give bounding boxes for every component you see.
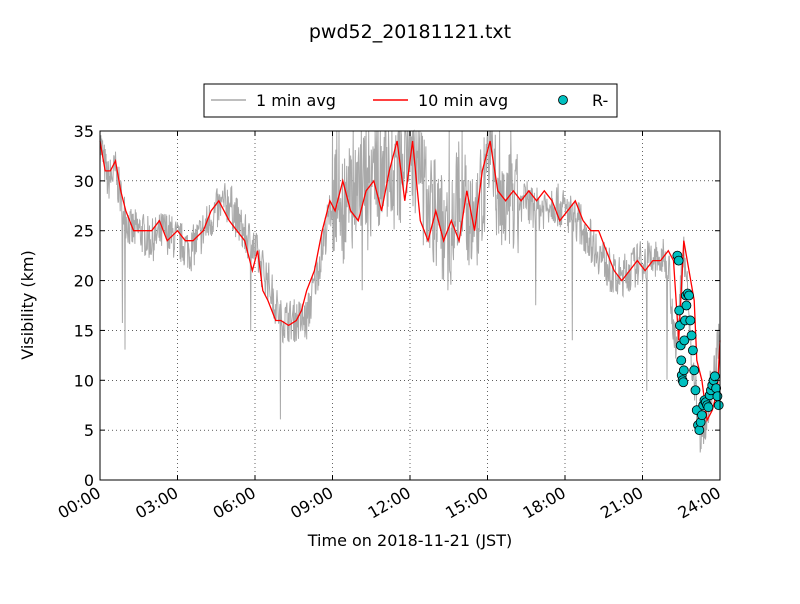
rain-marker-point	[687, 345, 698, 356]
rain-marker-point	[676, 355, 687, 366]
rain-marker-point	[709, 371, 720, 382]
legend-label-1min: 1 min avg	[256, 91, 336, 110]
legend: 1 min avg 10 min avg R-	[203, 83, 618, 118]
legend-label-rain: R-	[592, 91, 608, 110]
rain-marker-point	[678, 377, 689, 388]
y-tick-label: 30	[74, 172, 94, 191]
rain-marker-point	[686, 330, 697, 341]
rain-marker-point	[703, 402, 714, 413]
rain-marker-point	[711, 383, 722, 394]
x-axis-label: Time on 2018-11-21 (JST)	[307, 531, 512, 550]
legend-label-10min: 10 min avg	[418, 91, 508, 110]
rain-marker-point	[697, 410, 707, 421]
rain-marker-point	[685, 315, 696, 326]
rain-marker-point	[679, 335, 690, 346]
rain-marker-point	[684, 290, 694, 301]
series-1min-avg-line	[99, 129, 721, 453]
y-tick-label: 0	[84, 471, 94, 490]
rain-marker-point	[689, 365, 700, 376]
rain-marker-point	[681, 300, 692, 311]
y-axis-label: Visibility (km)	[18, 250, 37, 359]
y-tick-label: 5	[84, 421, 94, 440]
rain-marker-point	[712, 391, 723, 402]
rain-marker-point	[690, 385, 701, 396]
rain-marker-point	[678, 365, 689, 376]
legend-swatch-rain	[558, 95, 568, 105]
y-tick-label: 15	[74, 321, 94, 340]
rain-marker-point	[694, 425, 705, 436]
y-tick-label: 25	[74, 222, 94, 241]
rain-marker-point	[713, 400, 724, 411]
series-10min-avg-line	[99, 140, 721, 423]
chart-title: pwd52_20181121.txt	[309, 21, 511, 43]
y-tick-label: 35	[74, 122, 94, 141]
rain-marker-point	[674, 305, 685, 316]
rain-marker-point	[673, 255, 684, 266]
y-tick-label: 10	[74, 371, 94, 390]
plot-data	[99, 129, 724, 453]
y-tick-label: 20	[74, 272, 94, 291]
